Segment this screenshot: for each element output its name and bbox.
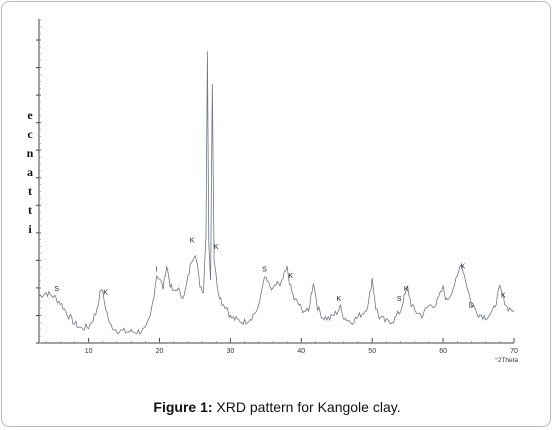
- peak-label: K: [404, 286, 409, 293]
- x-tick-label: 70: [510, 348, 518, 355]
- caption-label: Figure 1:: [153, 399, 213, 415]
- peak-label: K: [337, 296, 342, 303]
- caption-text: XRD pattern for Kangole clay.: [212, 399, 401, 415]
- chart-series: [38, 51, 515, 335]
- figure-caption: Figure 1: XRD pattern for Kangole clay.: [0, 399, 554, 415]
- peak-label: I: [156, 267, 158, 274]
- peak-label: K: [214, 244, 219, 251]
- x-tick-label: 40: [297, 348, 305, 355]
- y-axis-label-letter: i: [28, 222, 32, 236]
- xrd-trace: [38, 51, 515, 335]
- peak-label: S: [397, 296, 402, 303]
- y-axis-label-letter: a: [27, 165, 33, 179]
- x-tick-label: 30: [227, 348, 235, 355]
- y-axis-label-letter: e: [27, 108, 33, 122]
- peak-label: K: [501, 293, 506, 300]
- x-tick-label: 20: [156, 348, 164, 355]
- peak-label: K: [288, 273, 293, 280]
- y-axis-label-letter: t: [28, 203, 32, 217]
- x-axis-label: °2Theta: [495, 356, 518, 364]
- y-axis-label-letter: c: [27, 127, 33, 141]
- x-tick-label: 50: [368, 348, 376, 355]
- y-axis-label-letter: n: [26, 146, 34, 160]
- peak-label: K: [103, 289, 108, 296]
- peak-label: D: [469, 302, 474, 309]
- y-axis-label-letter: t: [28, 184, 32, 198]
- chart-axes: 10 20 30 40 50 60 70°2Theta: [36, 19, 518, 364]
- peak-label: K: [190, 238, 195, 245]
- peak-label: K: [461, 263, 466, 270]
- peak-label: S: [262, 267, 267, 274]
- x-tick-label: 10: [85, 348, 93, 355]
- x-tick-label: 60: [439, 348, 447, 355]
- peak-label: S: [54, 286, 59, 293]
